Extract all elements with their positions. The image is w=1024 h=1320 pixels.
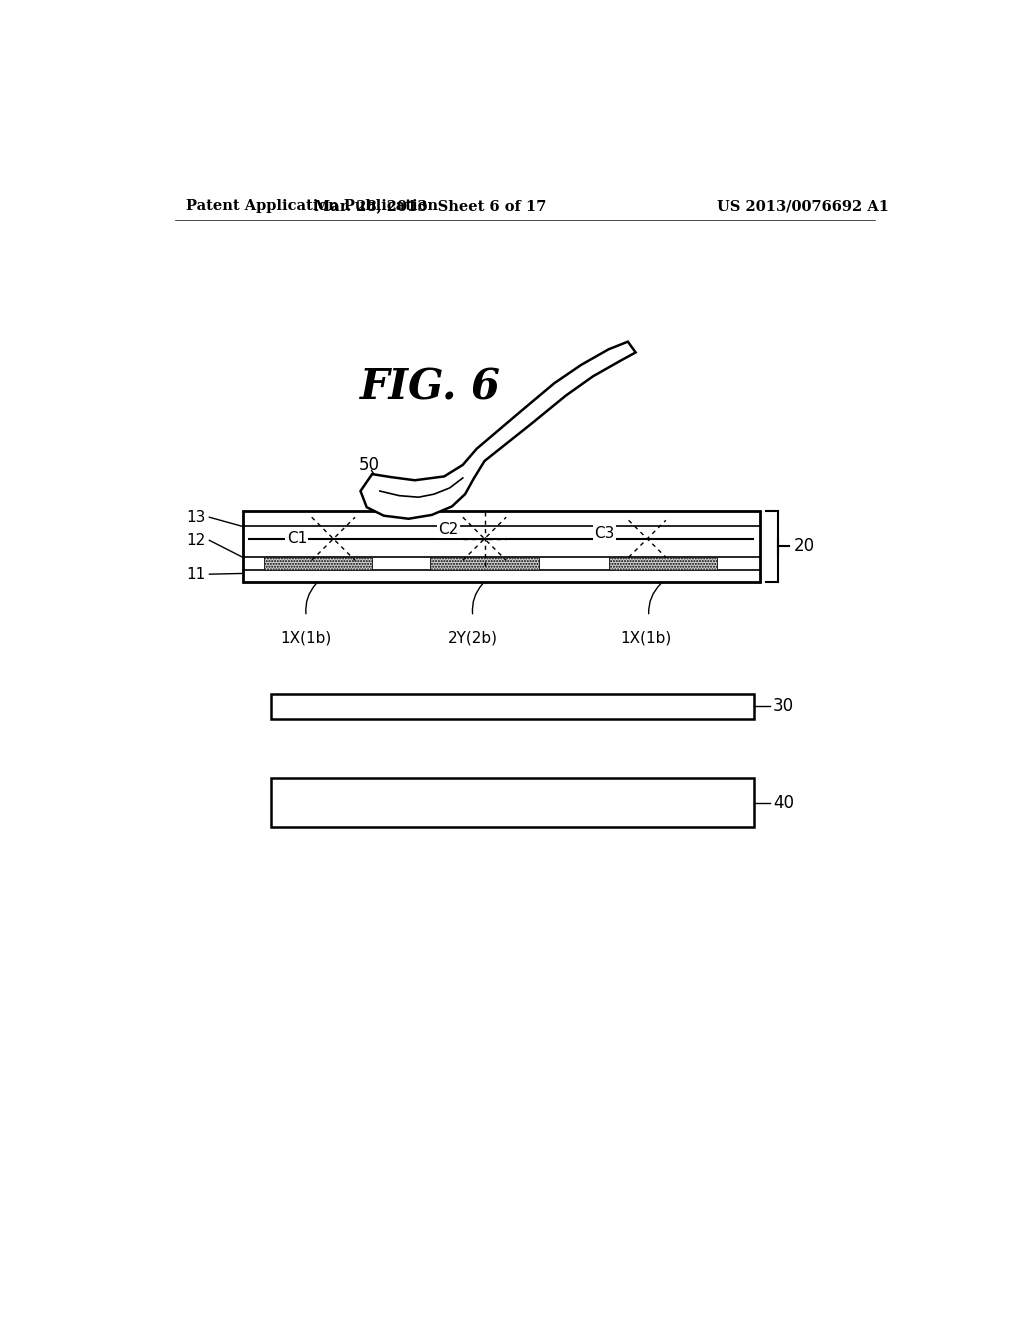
Text: 11: 11 xyxy=(186,566,206,582)
Bar xyxy=(430,557,539,570)
Text: US 2013/0076692 A1: US 2013/0076692 A1 xyxy=(717,199,889,213)
Text: Mar. 28, 2013  Sheet 6 of 17: Mar. 28, 2013 Sheet 6 of 17 xyxy=(314,199,547,213)
Bar xyxy=(271,779,755,826)
Bar xyxy=(243,511,760,582)
Text: Patent Application Publication: Patent Application Publication xyxy=(186,199,438,213)
Polygon shape xyxy=(360,342,636,519)
Bar xyxy=(608,557,717,570)
Text: FIG. 6: FIG. 6 xyxy=(359,367,501,409)
Text: 13: 13 xyxy=(186,510,206,525)
Text: 12: 12 xyxy=(186,533,206,548)
Bar xyxy=(263,557,372,570)
Bar xyxy=(430,557,539,570)
Text: C3: C3 xyxy=(595,525,614,541)
Text: 1X(1b): 1X(1b) xyxy=(281,631,332,645)
Text: 1X(1b): 1X(1b) xyxy=(621,631,672,645)
Text: 50: 50 xyxy=(359,455,380,474)
Text: 2Y(2b): 2Y(2b) xyxy=(447,631,498,645)
Bar xyxy=(263,557,372,570)
Bar xyxy=(271,693,755,719)
Bar xyxy=(608,557,717,570)
Text: 20: 20 xyxy=(794,537,815,556)
Text: C2: C2 xyxy=(438,521,458,537)
Text: 30: 30 xyxy=(773,697,794,715)
Text: C1: C1 xyxy=(287,531,307,545)
Text: 40: 40 xyxy=(773,793,794,812)
